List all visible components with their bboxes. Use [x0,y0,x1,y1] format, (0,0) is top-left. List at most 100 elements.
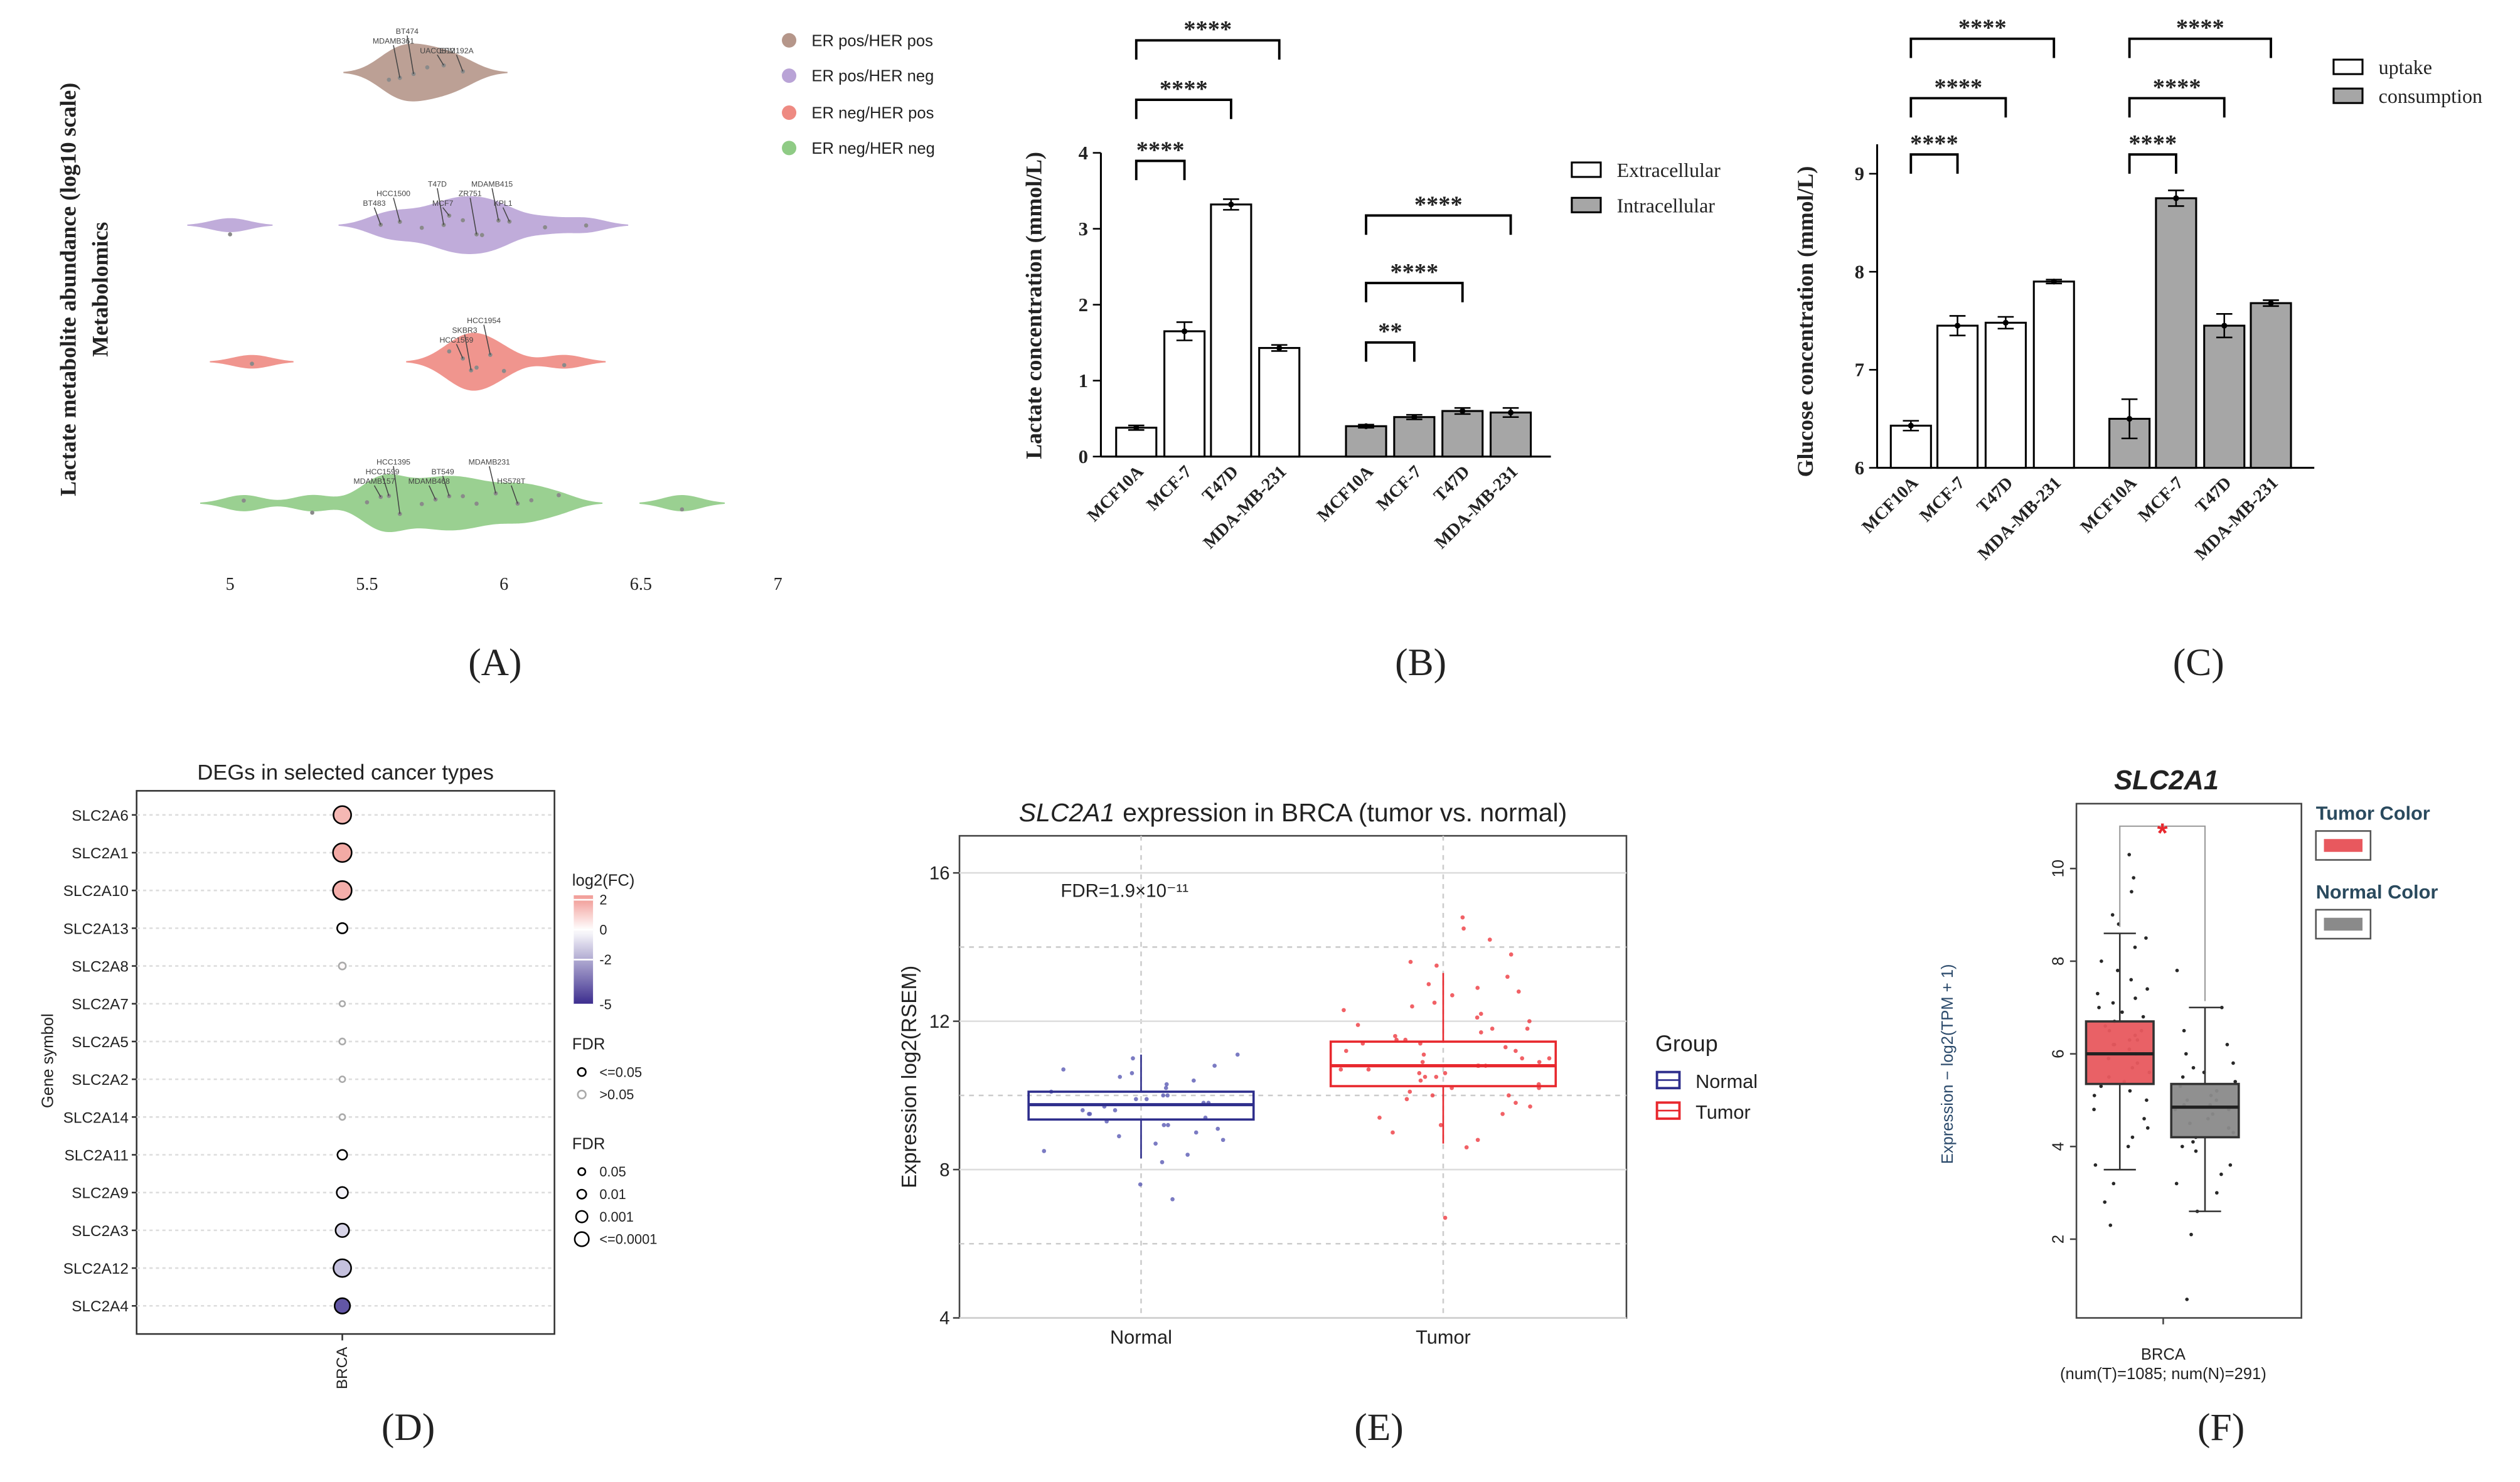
data-point [562,363,567,368]
data-point [529,498,534,503]
point-label: MDAMB361 [373,36,414,45]
x-tick-label: MCF-7 [1916,473,1968,526]
bar [1210,203,1252,458]
mean-dot [1908,422,1914,429]
data-point [2231,1061,2235,1065]
legend-swatch [576,1188,587,1200]
y-tick-label: 16 [929,863,950,883]
significance-label: **** [2153,74,2201,100]
y-tick-label: SLC2A13 [63,920,129,937]
data-point [1460,915,1465,920]
point-label: MDAMB157 [353,477,395,486]
data-point [493,491,498,496]
significance-label: **** [1414,191,1463,218]
data-point [557,493,561,498]
data-point [2092,1107,2096,1112]
data-point [387,77,392,82]
data-point [2110,913,2115,917]
label-leader [464,334,472,371]
data-point [2096,991,2100,996]
mean-dot [1133,425,1140,431]
y-tick-label: SLC2A11 [65,1147,129,1164]
significance-bracket [1135,159,1186,181]
significance-label: **** [1183,16,1232,43]
mean-dot [2051,279,2057,285]
data-point [2184,1052,2188,1056]
legend-swatch [577,1067,587,1077]
data-point [2191,1140,2195,1144]
label-leader [456,344,464,359]
bar [1889,424,1932,469]
colorbar [574,895,594,1005]
legend-swatch [575,1210,589,1223]
data-point [1042,1149,1047,1153]
legend-label: Tumor Color [2316,802,2430,824]
data-point [2132,876,2136,880]
data-point [1423,1074,1428,1079]
legend-swatch [782,68,797,83]
dot [333,1297,351,1314]
box [1329,1040,1557,1087]
point-label: HCC1395 [376,457,410,466]
title-gene: SLC2A1 [1019,798,1115,827]
mean-dot [2127,415,2133,422]
data-point [1420,1060,1425,1064]
data-point [1426,982,1431,986]
legend-label: ER neg/HER pos [811,105,934,122]
x-tick-label: BRCA [334,1346,351,1389]
mean-dot [1182,328,1188,334]
data-point [1507,1093,1511,1098]
x-tick-label: MDA-MB-231 [1974,473,2065,564]
data-point [1478,1030,1483,1035]
data-point [411,72,416,77]
point-label: SKBR3 [452,326,477,334]
dot [332,880,353,901]
significance-bracket [1365,214,1512,235]
y-tick-label: 2 [2050,1235,2068,1244]
data-point [2133,945,2137,949]
panel-label: (E) [1354,1406,1403,1449]
significance-label: **** [2128,131,2177,157]
y-tick-label: 6 [1855,457,1864,479]
y-tick-label: SLC2A3 [72,1223,129,1240]
data-point [1138,1182,1143,1187]
bar [2155,197,2197,469]
data-point [378,222,383,227]
x-tick-label: T47D [2192,473,2235,516]
data-point [1161,1093,1166,1098]
label-leader [483,324,491,355]
x-tick-label: MDA-MB-231 [2191,473,2282,564]
significance-bracket [1365,341,1416,362]
data-point [2133,996,2137,1000]
label-leader [456,55,464,72]
data-point [1131,1056,1135,1061]
x-tick-label: MCF-7 [2135,473,2187,526]
data-point [1514,1101,1518,1105]
label-leader [437,188,444,225]
label-leader [510,485,518,504]
point-label: HCC1500 [376,189,410,198]
point-label: BT474 [396,27,419,36]
label-leader [502,207,510,222]
plot-frame [2075,802,2302,1319]
legend-label: ER neg/HER neg [811,140,934,157]
label-leader [393,45,401,78]
data-point [2129,978,2133,982]
data-point [242,498,246,503]
significance-bracket [1365,282,1464,302]
bar [1345,425,1387,458]
dot [334,1222,350,1238]
data-point [1117,1134,1121,1139]
x-tick-label: MCF-7 [1373,462,1426,514]
data-point [1164,1082,1169,1087]
mean-dot [1228,201,1234,208]
legend-swatch [577,1089,587,1100]
y-tick-label: 8 [939,1159,949,1180]
label-leader [382,476,390,496]
violin [200,474,603,533]
data-point [1061,1067,1065,1072]
y-tick-label: 12 [929,1011,950,1032]
data-point [2180,1144,2184,1149]
x-tick-label: 5.5 [356,575,378,594]
label-leader [373,207,382,225]
